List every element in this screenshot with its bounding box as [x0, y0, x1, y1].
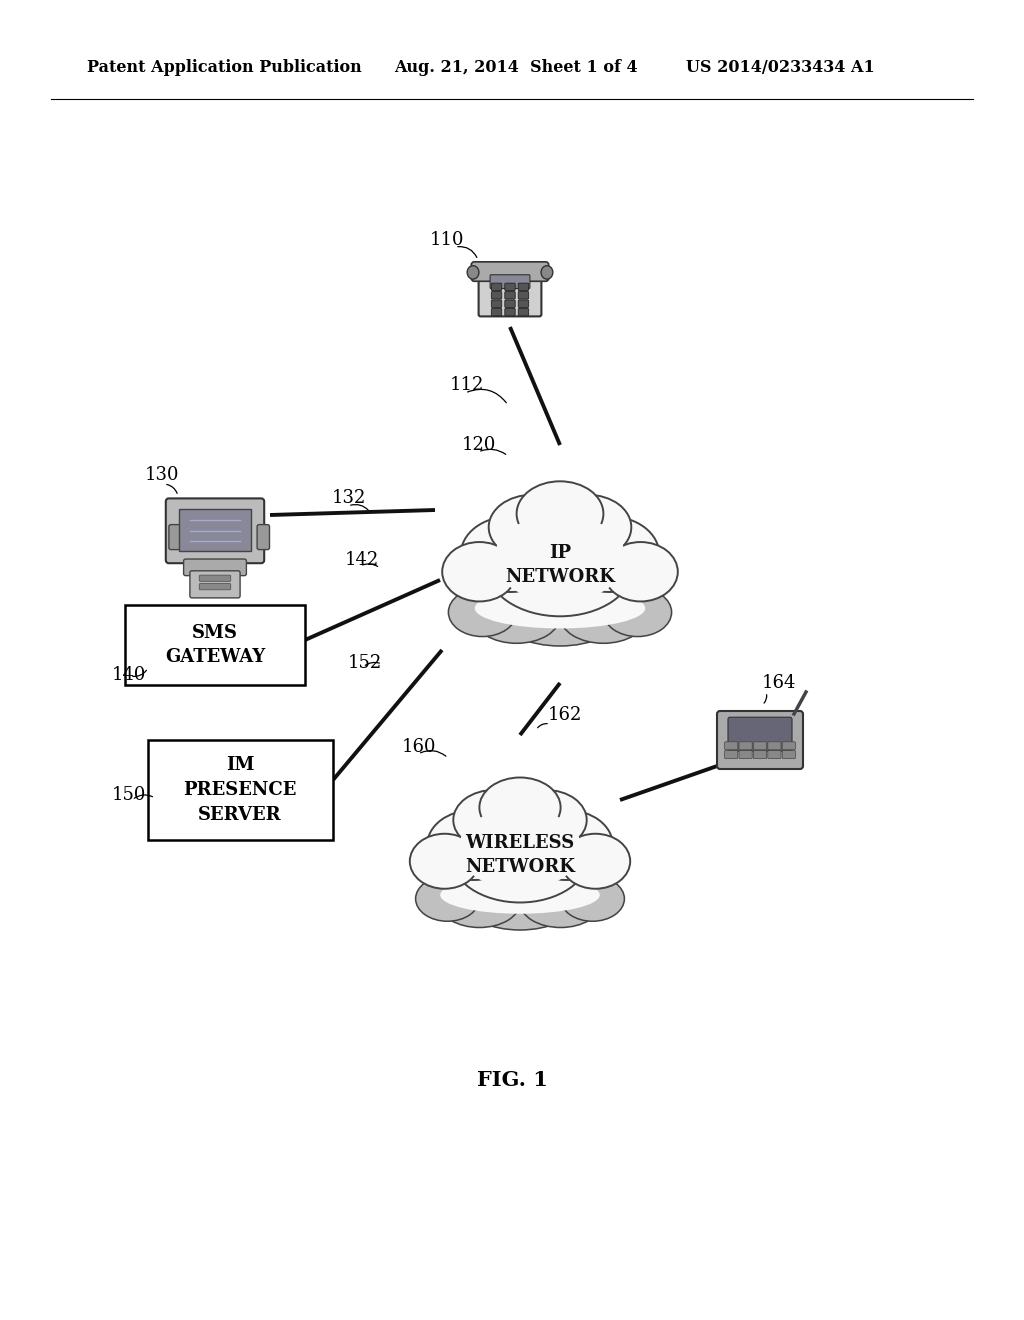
Ellipse shape [442, 543, 516, 602]
Text: SMS
GATEWAY: SMS GATEWAY [165, 623, 265, 667]
Ellipse shape [416, 876, 479, 921]
Text: 162: 162 [548, 706, 583, 723]
FancyBboxPatch shape [478, 271, 542, 317]
Text: 120: 120 [462, 436, 497, 454]
Text: 140: 140 [112, 667, 146, 684]
FancyBboxPatch shape [183, 560, 247, 576]
Ellipse shape [467, 265, 479, 279]
Ellipse shape [501, 586, 618, 645]
FancyBboxPatch shape [717, 711, 803, 770]
Ellipse shape [475, 587, 645, 628]
Text: 110: 110 [430, 231, 465, 249]
FancyBboxPatch shape [505, 284, 515, 290]
Ellipse shape [506, 789, 587, 850]
FancyBboxPatch shape [739, 751, 753, 759]
FancyBboxPatch shape [166, 499, 264, 564]
Ellipse shape [603, 587, 672, 636]
Ellipse shape [479, 777, 560, 837]
FancyBboxPatch shape [754, 751, 767, 759]
Text: 132: 132 [332, 488, 367, 507]
Ellipse shape [461, 516, 560, 591]
FancyBboxPatch shape [725, 742, 738, 750]
Text: 150: 150 [112, 785, 146, 804]
FancyBboxPatch shape [147, 741, 333, 840]
Text: Patent Application Publication: Patent Application Publication [87, 59, 361, 77]
FancyBboxPatch shape [490, 275, 529, 289]
Ellipse shape [440, 876, 600, 913]
FancyBboxPatch shape [505, 292, 515, 300]
Ellipse shape [495, 515, 626, 602]
Ellipse shape [520, 810, 612, 880]
FancyBboxPatch shape [518, 292, 528, 300]
Ellipse shape [541, 265, 553, 279]
Text: 152: 152 [348, 653, 382, 672]
Ellipse shape [560, 589, 647, 643]
FancyBboxPatch shape [754, 742, 767, 750]
FancyBboxPatch shape [518, 309, 528, 315]
FancyBboxPatch shape [492, 284, 502, 290]
FancyBboxPatch shape [505, 309, 515, 315]
Text: 112: 112 [450, 376, 484, 393]
Text: IM
PRESENCE
SERVER: IM PRESENCE SERVER [183, 756, 297, 824]
FancyBboxPatch shape [768, 751, 781, 759]
Ellipse shape [459, 808, 582, 890]
Ellipse shape [485, 513, 635, 616]
Ellipse shape [473, 589, 560, 643]
Ellipse shape [560, 876, 625, 921]
Text: FIG. 1: FIG. 1 [476, 1071, 548, 1090]
FancyBboxPatch shape [492, 292, 502, 300]
Text: US 2014/0233434 A1: US 2014/0233434 A1 [686, 59, 874, 77]
FancyBboxPatch shape [768, 742, 781, 750]
FancyBboxPatch shape [728, 717, 792, 751]
FancyBboxPatch shape [492, 309, 502, 315]
Ellipse shape [451, 808, 590, 903]
FancyBboxPatch shape [200, 576, 230, 581]
Ellipse shape [516, 482, 603, 546]
Ellipse shape [545, 495, 632, 560]
FancyBboxPatch shape [505, 300, 515, 308]
FancyBboxPatch shape [725, 751, 738, 759]
Text: 142: 142 [345, 550, 379, 569]
Text: WIRELESS
NETWORK: WIRELESS NETWORK [465, 833, 574, 876]
Text: 164: 164 [762, 675, 797, 692]
Ellipse shape [439, 878, 520, 928]
FancyBboxPatch shape [257, 524, 269, 549]
FancyBboxPatch shape [782, 751, 796, 759]
Ellipse shape [560, 834, 630, 888]
FancyBboxPatch shape [518, 284, 528, 290]
FancyBboxPatch shape [518, 300, 528, 308]
Ellipse shape [560, 516, 659, 591]
Ellipse shape [410, 834, 479, 888]
Text: 160: 160 [402, 738, 436, 756]
FancyBboxPatch shape [189, 570, 240, 598]
Text: 130: 130 [145, 466, 179, 484]
FancyBboxPatch shape [739, 742, 753, 750]
FancyBboxPatch shape [169, 524, 181, 549]
Ellipse shape [488, 495, 575, 560]
FancyBboxPatch shape [492, 300, 502, 308]
FancyBboxPatch shape [200, 583, 230, 590]
Ellipse shape [603, 543, 678, 602]
Ellipse shape [465, 875, 575, 931]
FancyBboxPatch shape [782, 742, 796, 750]
Text: Aug. 21, 2014  Sheet 1 of 4: Aug. 21, 2014 Sheet 1 of 4 [394, 59, 638, 77]
FancyBboxPatch shape [125, 605, 305, 685]
FancyBboxPatch shape [179, 510, 251, 550]
Ellipse shape [449, 587, 516, 636]
Ellipse shape [427, 810, 520, 880]
Ellipse shape [454, 789, 535, 850]
Text: IP
NETWORK: IP NETWORK [505, 544, 615, 586]
Ellipse shape [520, 878, 601, 928]
FancyBboxPatch shape [471, 261, 549, 281]
